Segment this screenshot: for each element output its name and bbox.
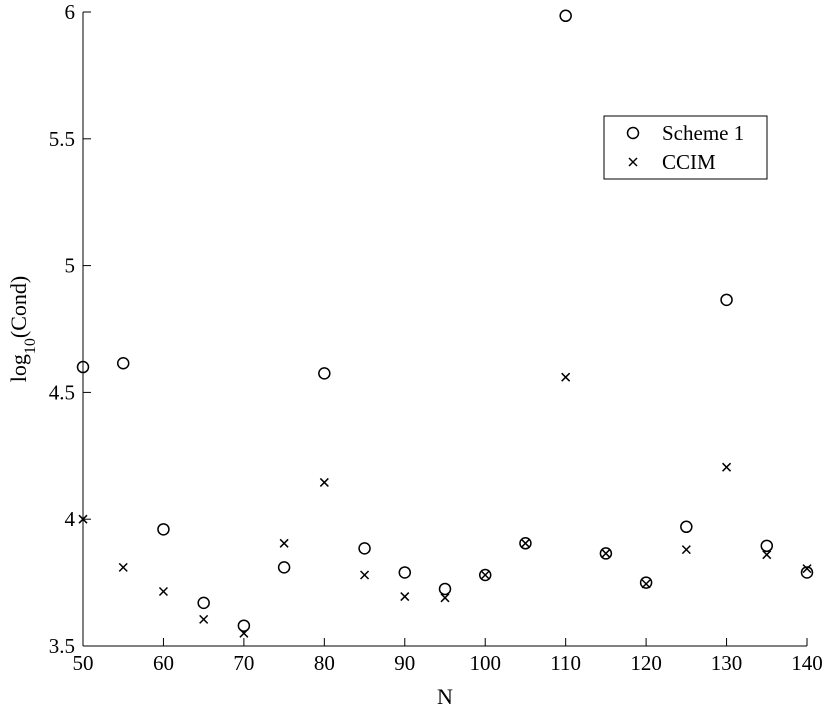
- y-axis: 3.5 4 4.5 5 5.5 6: [49, 0, 91, 658]
- ccim-point: [199, 614, 209, 624]
- scheme-1-point: [358, 542, 371, 555]
- scheme-1-point: [760, 539, 774, 553]
- scheme-1-point: [800, 566, 814, 579]
- legend-label-scheme-1: Scheme 1: [662, 121, 744, 145]
- x-tick-label: 140: [791, 651, 823, 675]
- scheme-1-point: [76, 360, 90, 374]
- legend-marker-ccim: [628, 157, 638, 167]
- scheme-1-point: [197, 596, 210, 610]
- legend-label-ccim: CCIM: [662, 150, 716, 174]
- scheme-1-point: [277, 561, 291, 574]
- y-tick-label: 5.5: [49, 127, 75, 151]
- scheme-1-point: [639, 576, 653, 589]
- legend-marker-scheme-1: [626, 126, 640, 140]
- y-axis-label-main: (Cond): [6, 276, 31, 338]
- ccim-point: [440, 593, 450, 603]
- scheme-1-point: [519, 537, 532, 550]
- plot-frame: [82, 12, 807, 647]
- x-tick-label: 70: [233, 651, 254, 675]
- ccim-point: [360, 570, 370, 580]
- ccim-point: [319, 477, 329, 487]
- x-tick-label: 110: [550, 651, 581, 675]
- y-axis-label-subscript: 10: [22, 338, 39, 354]
- y-tick-label: 6: [65, 0, 76, 24]
- scheme-1-point: [116, 356, 130, 370]
- scheme-1-point: [559, 9, 572, 23]
- data-points: [76, 9, 814, 638]
- y-tick-label: 4.5: [49, 380, 75, 404]
- ccim-point: [681, 545, 691, 555]
- scheme-1-point: [478, 568, 492, 582]
- y-tick-label: 3.5: [49, 634, 75, 658]
- x-tick-label: 50: [73, 651, 94, 675]
- ccim-point: [118, 562, 128, 572]
- scheme-1-point: [398, 566, 412, 579]
- ccim-point: [400, 592, 410, 602]
- ccim-point: [158, 586, 168, 597]
- scheme-1-point: [720, 293, 733, 307]
- ccim-point: [641, 579, 651, 589]
- y-axis-label: log10(Cond): [6, 276, 39, 382]
- x-tick-label: 130: [711, 651, 743, 675]
- scheme-1-point: [318, 367, 331, 380]
- x-axis-label: N: [437, 684, 453, 709]
- ccim-point: [520, 538, 530, 548]
- x-tick-label: 90: [394, 651, 415, 675]
- x-axis: 50 60 70 80 90 100 110 120 130 140: [73, 638, 823, 675]
- ccim-point: [762, 550, 772, 560]
- ccim-point: [279, 538, 289, 548]
- ccim-point: [802, 564, 812, 574]
- ccim-point: [722, 462, 732, 472]
- scheme-1-point: [599, 547, 613, 560]
- scheme-1-point: [680, 520, 693, 534]
- ccim-point: [480, 570, 490, 580]
- scheme-1-point: [438, 582, 452, 596]
- y-tick-label: 4: [65, 507, 76, 531]
- y-tick-label: 5: [65, 254, 76, 278]
- legend: Scheme 1 CCIM: [603, 115, 768, 180]
- scheme-1-point: [237, 619, 251, 632]
- x-tick-label: 60: [153, 651, 174, 675]
- x-tick-label: 100: [469, 651, 501, 675]
- ccim-point: [239, 628, 249, 638]
- ccim-point: [601, 548, 611, 558]
- legend-box: [603, 115, 768, 180]
- x-tick-label: 120: [630, 651, 662, 675]
- scheme-1-point: [157, 523, 170, 536]
- x-tick-label: 80: [314, 651, 335, 675]
- ccim-point: [78, 514, 88, 524]
- ccim-point: [561, 372, 571, 382]
- y-axis-label-prefix: log: [6, 354, 31, 382]
